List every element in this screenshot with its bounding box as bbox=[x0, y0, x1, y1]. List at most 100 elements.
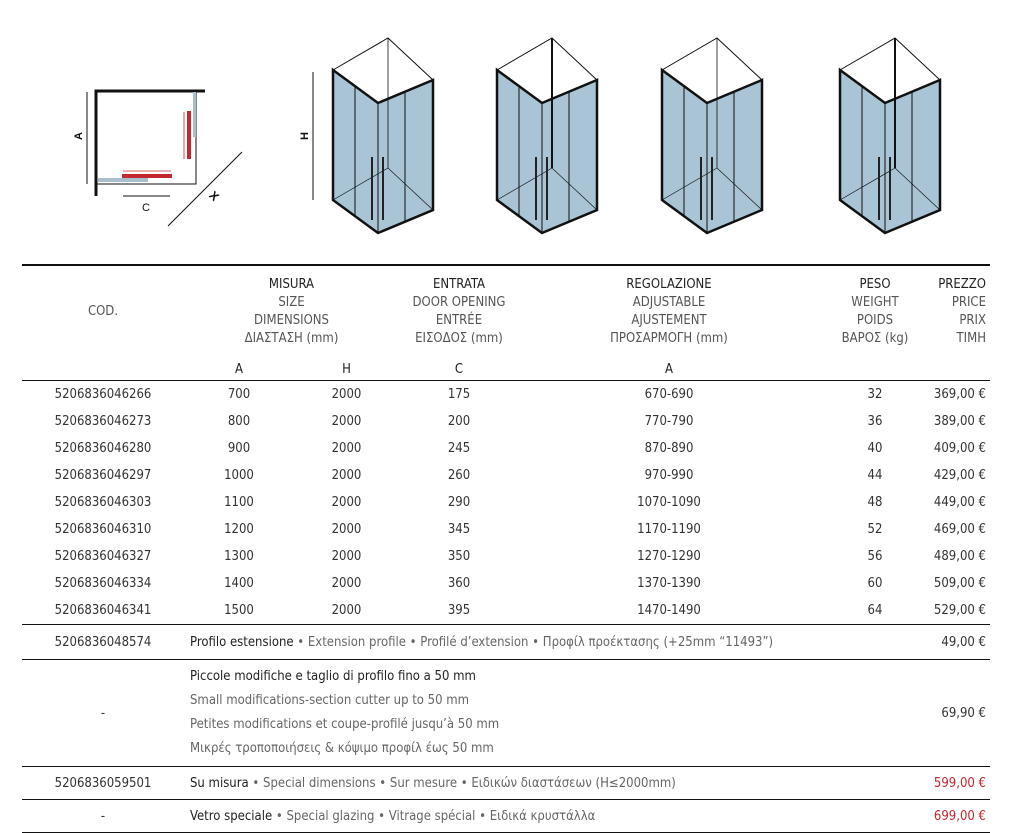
cell-price: 449,00 € bbox=[933, 495, 986, 510]
cell-price: 699,00 € bbox=[933, 808, 986, 824]
shower-enclosure-drawing bbox=[331, 37, 435, 235]
cell-c: 175 bbox=[447, 387, 471, 402]
extra-row: - Piccole modifiche e taglio di profilo f… bbox=[22, 659, 990, 767]
cell-code: 5206836046273 bbox=[54, 414, 152, 429]
cell-description: Piccole modifiche e taglio di profilo fi… bbox=[184, 660, 931, 767]
cell-weight: 52 bbox=[867, 522, 883, 537]
cell-price: 509,00 € bbox=[933, 576, 986, 591]
product-drawings: A C X H bbox=[73, 37, 942, 235]
description-line: Μικρές τροποποιήσεις & κόψιμο προφίλ έως… bbox=[190, 741, 494, 756]
header-prezzo-line: PRICE bbox=[951, 295, 986, 310]
sub-empty bbox=[931, 358, 990, 381]
cell-adjustable: 670-690 bbox=[644, 387, 694, 402]
cell-code: 5206836046280 bbox=[54, 441, 152, 456]
description-rest: • Special dimensions • Sur mesure • Ειδι… bbox=[248, 775, 676, 791]
cell-description: Vetro speciale • Special glazing • Vitra… bbox=[184, 800, 931, 833]
table-row: 5206836046310 1200 2000 345 1170-1190 52 469,0… bbox=[22, 516, 990, 543]
header-peso-line: PESO bbox=[859, 277, 891, 292]
cell-c: 350 bbox=[447, 549, 471, 564]
cell-weight: 40 bbox=[867, 441, 883, 456]
cell-weight: 32 bbox=[867, 387, 883, 402]
cell-a: 900 bbox=[227, 441, 251, 456]
header-prezzo-line: ΤΙΜΗ bbox=[956, 331, 986, 346]
dimension-label-h: H bbox=[299, 132, 311, 140]
shower-enclosure-drawing bbox=[660, 37, 764, 235]
cell-c: 345 bbox=[447, 522, 471, 537]
header-misura-line: DIMENSIONS bbox=[254, 313, 329, 328]
cell-h: 2000 bbox=[331, 576, 362, 591]
cell-h: 2000 bbox=[331, 495, 362, 510]
cell-h: 2000 bbox=[331, 603, 362, 618]
cell-a: 1200 bbox=[224, 522, 254, 537]
header-peso-line: WEIGHT bbox=[851, 295, 899, 310]
table-row: 5206836046341 1500 2000 395 1470-1490 64 529,0… bbox=[22, 597, 990, 625]
header-regolazione-line: REGOLAZIONE bbox=[626, 277, 712, 292]
cell-code: 5206836046334 bbox=[54, 576, 152, 591]
header-regolazione: REGOLAZIONE ADJUSTABLE AJUSTEMENT ΠΡΟΣΑΡΜΟΓ… bbox=[519, 265, 819, 358]
cell-code: 5206836046303 bbox=[54, 495, 152, 510]
header-peso: PESO WEIGHT POIDS ΒΑΡΟΣ (kg) bbox=[819, 265, 931, 358]
cell-h: 2000 bbox=[331, 468, 362, 483]
cell-code: 5206836059501 bbox=[54, 775, 152, 791]
cell-h: 2000 bbox=[331, 387, 362, 402]
cell-description: Su misura • Special dimensions • Sur mes… bbox=[184, 767, 931, 800]
sub-header: A bbox=[235, 361, 243, 377]
extra-row: 5206836059501 Su misura • Special dimensi… bbox=[22, 766, 990, 800]
cell-price: 409,00 € bbox=[933, 441, 986, 456]
header-entrata-line: ENTRÉE bbox=[435, 313, 483, 328]
cell-adjustable: 1270-1290 bbox=[637, 549, 701, 564]
cell-weight: 48 bbox=[867, 495, 883, 510]
header-regolazione-line: AJUSTEMENT bbox=[631, 313, 707, 328]
cell-c: 290 bbox=[447, 495, 471, 510]
floor-plan-diagram bbox=[86, 72, 314, 227]
cell-description: Profilo estensione • Extension profile •… bbox=[184, 625, 931, 660]
header-prezzo: PREZZO PRICE PRIX ΤΙΜΗ bbox=[931, 265, 990, 358]
cell-code: 5206836048574 bbox=[54, 634, 152, 650]
cell-code: 5206836046327 bbox=[54, 549, 152, 564]
cell-adjustable: 1170-1190 bbox=[637, 522, 701, 537]
header-cod: COD. bbox=[87, 304, 119, 319]
cell-h: 2000 bbox=[331, 549, 362, 564]
description-title: Vetro speciale bbox=[190, 808, 273, 824]
cell-weight: 60 bbox=[867, 576, 883, 591]
table-row: 5206836046297 1000 2000 260 970-990 44 429,00 … bbox=[22, 462, 990, 489]
cell-c: 245 bbox=[447, 441, 471, 456]
header-regolazione-line: ΠΡΟΣΑΡΜΟΓΗ (mm) bbox=[610, 331, 728, 346]
cell-code: 5206836046341 bbox=[54, 603, 152, 618]
cell-c: 260 bbox=[447, 468, 471, 483]
cell-weight: 64 bbox=[867, 603, 883, 618]
cell-a: 800 bbox=[227, 414, 251, 429]
description-line: Piccole modifiche e taglio di profilo fi… bbox=[190, 669, 476, 684]
cell-code: - bbox=[100, 808, 106, 824]
dimension-label-a: A bbox=[73, 132, 85, 140]
header-misura: MISURA SIZE DIMENSIONS ΔΙΑΣΤΑΣΗ (mm) bbox=[184, 265, 399, 358]
description-line: Petites modifications et coupe-profilé j… bbox=[190, 717, 500, 732]
shower-enclosure-drawing bbox=[838, 37, 942, 235]
sub-empty bbox=[819, 358, 931, 381]
cell-price: 49,00 € bbox=[941, 634, 986, 650]
cell-adjustable: 770-790 bbox=[644, 414, 694, 429]
cell-weight: 36 bbox=[867, 414, 883, 429]
cell-c: 200 bbox=[447, 414, 471, 429]
description-line: Small modifications-section cutter up to… bbox=[190, 693, 470, 708]
table-row: 5206836046327 1300 2000 350 1270-1290 56 489,0… bbox=[22, 543, 990, 570]
description-rest: • Extension profile • Profilé d’extensio… bbox=[293, 634, 774, 650]
cell-price: 489,00 € bbox=[933, 549, 986, 564]
cell-a: 1000 bbox=[224, 468, 254, 483]
cell-price: 69,90 € bbox=[941, 705, 986, 721]
dimension-label-x: X bbox=[206, 188, 222, 204]
description-rest: • Special glazing • Vitrage spécial • Ει… bbox=[272, 808, 596, 824]
dimension-label-c: C bbox=[142, 202, 150, 214]
cell-a: 700 bbox=[227, 387, 251, 402]
cell-price: 429,00 € bbox=[933, 468, 986, 483]
header-misura-line: SIZE bbox=[278, 295, 305, 310]
table-row: 5206836046334 1400 2000 360 1370-1390 60 509,0… bbox=[22, 570, 990, 597]
extra-row: 5206836048574 Profilo estensione • Extens… bbox=[22, 624, 990, 660]
cell-adjustable: 1070-1090 bbox=[637, 495, 701, 510]
sub-header: A bbox=[665, 361, 673, 377]
cell-a: 1500 bbox=[224, 603, 254, 618]
cell-h: 2000 bbox=[331, 441, 362, 456]
sub-header: H bbox=[342, 361, 351, 377]
cell-price: 529,00 € bbox=[933, 603, 986, 618]
header-entrata: ENTRATA DOOR OPENING ENTRÉE ΕΙΣΟΔΟΣ (mm) bbox=[399, 265, 519, 358]
